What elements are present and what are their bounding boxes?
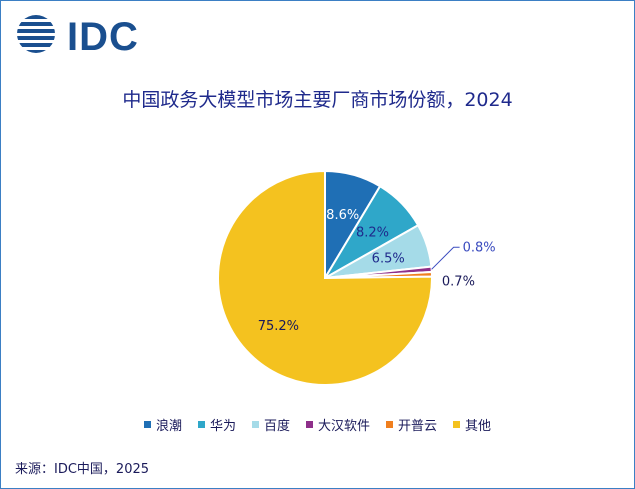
globe-icon — [17, 15, 55, 53]
legend-item-4: 开普云 — [386, 415, 437, 434]
legend-item-3: 大汉软件 — [306, 415, 370, 434]
legend-swatch-0 — [143, 421, 151, 428]
legend-swatch-2 — [251, 421, 259, 428]
legend-item-2: 百度 — [251, 415, 290, 434]
legend-swatch-1 — [197, 421, 205, 428]
pie-chart: 8.6% 8.2% 6.5% 0.8% 0.7% 75.2% — [217, 169, 496, 386]
leader-line-3 — [431, 246, 460, 270]
chart-title: 中国政务大模型市场主要厂商市场份额，2024 — [122, 89, 513, 111]
legend-label-5: 其他 — [465, 419, 492, 434]
legend-label-2: 百度 — [263, 419, 290, 434]
chart-legend: 浪潮 华为 百度 大汉软件 开普云 其他 — [1, 415, 634, 434]
slice-label-2: 6.5% — [372, 252, 405, 267]
slice-label-1: 8.2% — [356, 226, 389, 241]
legend-label-0: 浪潮 — [155, 419, 182, 434]
legend-label-4: 开普云 — [398, 419, 438, 434]
source-note: 来源：IDC中国，2025 — [15, 462, 150, 477]
legend-swatch-4 — [386, 421, 394, 428]
logo-text: IDC — [67, 15, 139, 59]
slice-label-0: 8.6% — [326, 208, 359, 223]
legend-swatch-5 — [453, 421, 461, 428]
legend-label-3: 大汉软件 — [318, 419, 371, 434]
pie-slice-5 — [217, 169, 433, 386]
idc-logo: IDC — [15, 13, 145, 59]
legend-swatch-3 — [306, 421, 313, 428]
slice-label-3: 0.8% — [463, 240, 496, 255]
legend-item-5: 其他 — [453, 415, 491, 434]
slice-label-5: 75.2% — [258, 319, 299, 334]
legend-label-1: 华为 — [209, 419, 236, 434]
legend-item-0: 浪潮 — [143, 415, 182, 434]
slice-label-4: 0.7% — [442, 274, 475, 289]
legend-item-1: 华为 — [197, 415, 236, 434]
